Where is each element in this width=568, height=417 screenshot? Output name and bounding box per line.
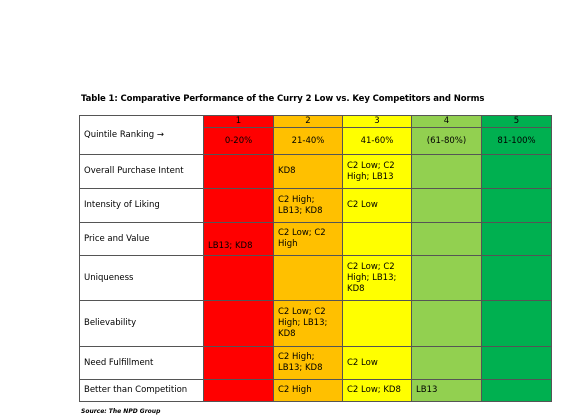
quintile-range-3: 41-60% xyxy=(342,127,412,155)
quintile-number-2: 2 xyxy=(273,115,343,128)
right-arrow-icon: → xyxy=(156,129,165,140)
row-label: Believability xyxy=(79,300,204,347)
table-cell xyxy=(481,255,552,301)
quintile-range-5: 81-100% xyxy=(481,127,552,155)
table-cell xyxy=(411,300,482,347)
performance-table: Quintile Ranking → 1 2 3 4 5 0-20% 21-40… xyxy=(79,115,552,402)
table-cell xyxy=(481,188,552,223)
quintile-range-1: 0-20% xyxy=(203,127,274,155)
table-cell xyxy=(342,300,412,347)
table-cell: LB13; KD8 xyxy=(203,222,274,256)
table-cell: C2 High; LB13; KD8 xyxy=(273,346,343,380)
table-title: Table 1: Comparative Performance of the … xyxy=(81,94,485,104)
source-note: Source: The NPD Group xyxy=(81,408,161,415)
table-cell xyxy=(411,154,482,189)
table-cell: C2 High xyxy=(273,379,343,402)
table-cell: C2 Low; C2 High; LB13; KD8 xyxy=(273,300,343,347)
table-cell xyxy=(481,379,552,402)
quintile-number-3: 3 xyxy=(342,115,412,128)
table-cell xyxy=(411,188,482,223)
row-label: Price and Value xyxy=(79,222,204,256)
table-row: Overall Purchase Intent KD8 C2 Low; C2 H… xyxy=(79,154,552,189)
quintile-label-cell: Quintile Ranking → xyxy=(79,115,204,155)
row-label: Overall Purchase Intent xyxy=(79,154,204,189)
quintile-range-4: (61-80%) xyxy=(411,127,482,155)
quintile-range-2: 21-40% xyxy=(273,127,343,155)
table-cell xyxy=(411,346,482,380)
quintile-number-4: 4 xyxy=(411,115,482,128)
table-row: Uniqueness C2 Low; C2 High; LB13; KD8 xyxy=(79,255,552,301)
table-cell xyxy=(203,188,274,223)
table-cell xyxy=(342,222,412,256)
table-cell xyxy=(203,346,274,380)
table-row: Need Fulfillment C2 High; LB13; KD8 C2 L… xyxy=(79,346,552,380)
table-cell xyxy=(273,255,343,301)
table-cell: C2 High; LB13; KD8 xyxy=(273,188,343,223)
table-cell xyxy=(203,379,274,402)
table-cell xyxy=(481,346,552,380)
table-cell xyxy=(203,255,274,301)
row-label: Uniqueness xyxy=(79,255,204,301)
table-cell: C2 Low; KD8 xyxy=(342,379,412,402)
table-cell xyxy=(203,300,274,347)
table-cell: C2 Low xyxy=(342,188,412,223)
table-cell xyxy=(481,300,552,347)
table-cell: KD8 xyxy=(273,154,343,189)
table-row: Intensity of Liking C2 High; LB13; KD8 C… xyxy=(79,188,552,223)
table-cell xyxy=(203,154,274,189)
table-cell: C2 Low; C2 High; LB13; KD8 xyxy=(342,255,412,301)
table-cell xyxy=(411,222,482,256)
row-label: Better than Competition xyxy=(79,379,204,402)
table-cell xyxy=(411,255,482,301)
table-cell: C2 Low xyxy=(342,346,412,380)
quintile-number-row: Quintile Ranking → 1 2 3 4 5 xyxy=(79,115,552,155)
table-cell xyxy=(481,222,552,256)
table-row: Price and Value LB13; KD8 C2 Low; C2 Hig… xyxy=(79,222,552,256)
table-cell: C2 Low; C2 High xyxy=(273,222,343,256)
quintile-range-row: 0-20% 21-40% 41-60% (61-80%) 81-100% xyxy=(80,127,552,155)
table-row: Better than Competition C2 High C2 Low; … xyxy=(79,379,552,402)
row-label: Intensity of Liking xyxy=(79,188,204,223)
table-row: Believability C2 Low; C2 High; LB13; KD8 xyxy=(79,300,552,347)
row-label: Need Fulfillment xyxy=(79,346,204,380)
table-cell xyxy=(481,154,552,189)
table-cell: LB13 xyxy=(411,379,482,402)
table-cell: C2 Low; C2 High; LB13 xyxy=(342,154,412,189)
quintile-number-1: 1 xyxy=(203,115,274,128)
quintile-label: Quintile Ranking xyxy=(84,129,155,140)
quintile-number-5: 5 xyxy=(481,115,552,128)
